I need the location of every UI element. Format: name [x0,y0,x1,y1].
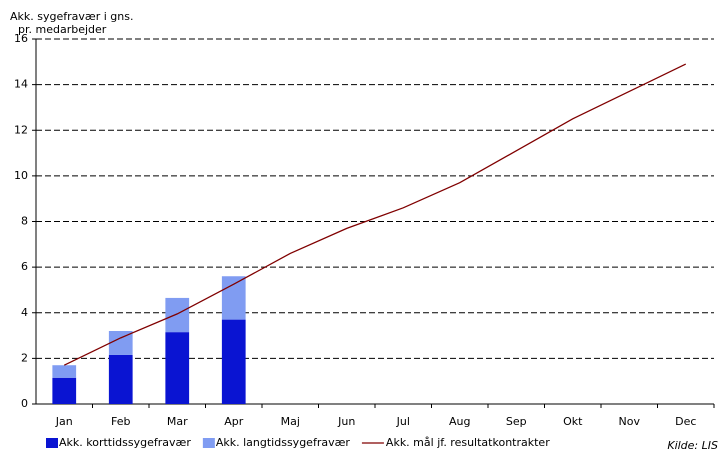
bar [221,319,246,404]
bar [52,365,77,378]
x-tick-label: Feb [111,415,130,428]
bar [165,332,190,404]
y-tick-label: 8 [21,215,28,228]
x-tick-label: Dec [675,415,696,428]
y-tick-label: 12 [14,123,28,136]
y-tick-label: 14 [14,78,28,91]
y-tick-label: 0 [21,397,28,410]
bar [221,276,246,320]
legend-swatch [46,438,58,448]
x-tick-label: Jul [396,415,410,428]
legend-swatch [202,438,215,448]
x-tick-label: Okt [563,415,583,428]
legend-label: Akk. korttidssygefravær [59,436,191,449]
x-tick-label: Sep [506,415,527,428]
bar [165,297,190,333]
bar [108,331,133,355]
x-tick-label: Apr [224,415,244,428]
legend-label: Akk. mål jf. resultatkontrakter [386,436,550,449]
x-tick-label: Maj [281,415,300,428]
y-axis-label: pr. medarbejder [18,23,107,36]
source: Kilde: LIS [667,439,718,452]
bar [108,354,133,404]
x-tick-label: Mar [167,415,188,428]
y-tick-label: 10 [14,169,28,182]
x-tick-label: Nov [619,415,641,428]
legend-label: Akk. langtidssygefravær [216,436,351,449]
y-axis-label: Akk. sygefravær i gns. [10,10,133,23]
bar [52,377,77,404]
x-tick-label: Aug [449,415,470,428]
x-tick-label: Jan [55,415,73,428]
y-tick-label: 2 [21,351,28,364]
y-tick-label: 6 [21,260,28,273]
y-tick-label: 16 [14,32,28,45]
x-tick-label: Jun [337,415,355,428]
y-tick-label: 4 [21,306,28,319]
line [63,63,687,366]
